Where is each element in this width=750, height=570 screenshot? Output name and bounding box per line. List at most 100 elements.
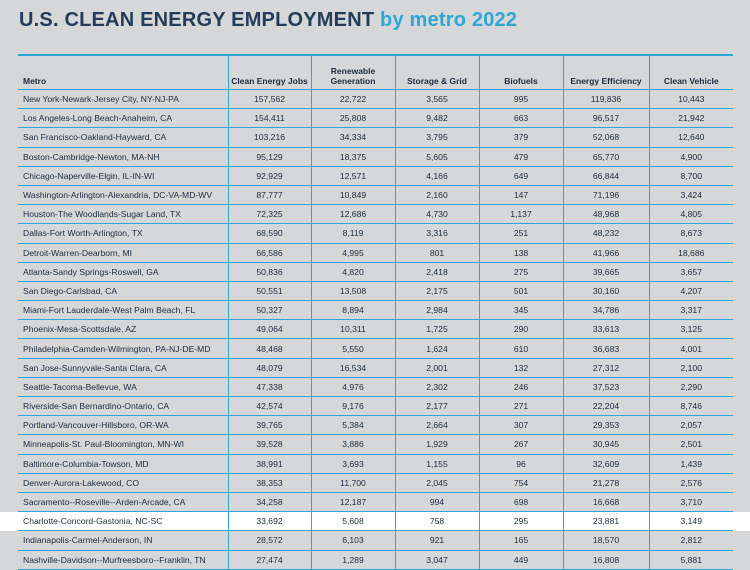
title-main: U.S. CLEAN ENERGY EMPLOYMENT	[19, 9, 375, 31]
cell-clean-energy-jobs: 28,572	[227, 530, 311, 551]
cell-metro: San Jose-Sunnyvale-Santa Clara, CA	[18, 358, 228, 378]
table-row: Atlanta-Sandy Springs-Roswell, GA 50,836 4…	[18, 262, 733, 282]
page-title: U.S. CLEAN ENERGY EMPLOYMENT by metro 20…	[19, 9, 517, 32]
cell-energy-efficiency: 96,517	[562, 108, 649, 129]
cell-metro: Seattle-Tacoma-Bellevue, WA	[18, 377, 228, 398]
cell-energy-efficiency: 30,945	[562, 434, 649, 455]
cell-biofuels: 147	[478, 185, 563, 206]
table-body: New York-Newark-Jersey City, NY-NJ-PA 157…	[18, 89, 733, 570]
column-header-metro: Metro	[18, 56, 228, 90]
cell-biofuels: 501	[478, 281, 563, 302]
cell-metro: Riverside-San Bernardino-Ontario, CA	[18, 396, 228, 417]
cell-energy-efficiency: 30,160	[562, 281, 649, 302]
cell-biofuels: 1,137	[478, 204, 563, 225]
cell-renewable-generation: 8,894	[310, 300, 395, 321]
cell-biofuels: 479	[478, 147, 563, 167]
cell-biofuels: 995	[478, 89, 563, 110]
cell-energy-efficiency: 119,836	[562, 89, 649, 110]
cell-renewable-generation: 5,384	[310, 415, 395, 436]
cell-biofuels: 698	[478, 492, 563, 513]
cell-metro: San Diego-Carlsbad, CA	[18, 281, 228, 302]
cell-metro: Miami-Fort Lauderdale-West Palm Beach, F…	[18, 300, 228, 321]
cell-clean-energy-jobs: 87,777	[227, 185, 311, 206]
cell-renewable-generation: 12,571	[310, 166, 395, 186]
cell-metro: Denver-Aurora-Lakewood, CO	[18, 473, 228, 493]
employment-table-container: Metro Clean Energy Jobs Renewable Generati…	[18, 54, 733, 570]
cell-renewable-generation: 10,849	[310, 185, 395, 206]
cell-storage-grid: 758	[394, 511, 479, 532]
cell-clean-energy-jobs: 72,325	[227, 204, 311, 225]
cell-biofuels: 449	[478, 550, 563, 570]
cell-storage-grid: 2,045	[394, 473, 479, 493]
cell-renewable-generation: 13,508	[310, 281, 395, 302]
cell-clean-vehicle: 4,207	[648, 281, 733, 302]
cell-clean-vehicle: 3,710	[648, 492, 733, 513]
cell-renewable-generation: 3,693	[310, 454, 395, 474]
cell-renewable-generation: 5,550	[310, 338, 395, 359]
cell-clean-vehicle: 21,942	[648, 108, 733, 129]
cell-energy-efficiency: 52,068	[562, 127, 649, 148]
cell-renewable-generation: 11,700	[310, 473, 395, 493]
cell-clean-energy-jobs: 50,327	[227, 300, 311, 321]
cell-energy-efficiency: 16,808	[562, 550, 649, 570]
table-header-row: Metro Clean Energy Jobs Renewable Generati…	[18, 56, 733, 90]
cell-biofuels: 138	[478, 243, 563, 263]
cell-renewable-generation: 1,289	[310, 550, 395, 570]
cell-energy-efficiency: 16,668	[562, 492, 649, 513]
column-header-storage-grid: Storage & Grid	[394, 56, 479, 90]
cell-renewable-generation: 4,820	[310, 262, 395, 282]
cell-clean-energy-jobs: 33,692	[227, 511, 311, 532]
cell-clean-energy-jobs: 34,258	[227, 492, 311, 513]
cell-clean-vehicle: 18,686	[648, 243, 733, 263]
cell-energy-efficiency: 23,881	[562, 511, 649, 532]
cell-clean-vehicle: 12,640	[648, 127, 733, 148]
cell-storage-grid: 2,984	[394, 300, 479, 321]
cell-storage-grid: 3,565	[394, 89, 479, 110]
cell-biofuels: 295	[478, 511, 563, 532]
cell-renewable-generation: 4,995	[310, 243, 395, 263]
cell-metro: Boston-Cambridge-Newton, MA-NH	[18, 147, 228, 167]
cell-storage-grid: 2,160	[394, 185, 479, 206]
cell-clean-energy-jobs: 49,064	[227, 319, 311, 340]
table-row: Portland-Vancouver-Hillsboro, OR-WA 39,76…	[18, 415, 733, 436]
cell-clean-energy-jobs: 66,586	[227, 243, 311, 263]
cell-clean-energy-jobs: 38,353	[227, 473, 311, 493]
cell-biofuels: 246	[478, 377, 563, 398]
cell-biofuels: 290	[478, 319, 563, 340]
table-row: Phoenix-Mesa-Scottsdale, AZ 49,064 10,311 1…	[18, 319, 733, 340]
cell-storage-grid: 4,166	[394, 166, 479, 186]
cell-metro: Atlanta-Sandy Springs-Roswell, GA	[18, 262, 228, 282]
cell-renewable-generation: 12,686	[310, 204, 395, 225]
cell-metro: Washington-Arlington-Alexandria, DC-VA-M…	[18, 185, 228, 206]
cell-metro: Sacramento--Roseville--Arden-Arcade, CA	[18, 492, 228, 513]
cell-energy-efficiency: 36,683	[562, 338, 649, 359]
cell-clean-vehicle: 3,149	[648, 511, 733, 532]
cell-clean-vehicle: 2,290	[648, 377, 733, 398]
cell-renewable-generation: 5,608	[310, 511, 395, 532]
cell-clean-vehicle: 2,057	[648, 415, 733, 436]
cell-biofuels: 754	[478, 473, 563, 493]
cell-storage-grid: 1,624	[394, 338, 479, 359]
cell-clean-vehicle: 2,501	[648, 434, 733, 455]
cell-energy-efficiency: 18,570	[562, 530, 649, 551]
title-subtitle: by metro 2022	[380, 9, 518, 31]
cell-metro: Houston-The Woodlands-Sugar Land, TX	[18, 204, 228, 225]
cell-energy-efficiency: 21,278	[562, 473, 649, 493]
cell-energy-efficiency: 27,312	[562, 358, 649, 378]
cell-storage-grid: 1,929	[394, 434, 479, 455]
cell-metro: Dallas-Fort Worth-Arlington, TX	[18, 223, 228, 244]
cell-clean-energy-jobs: 95,129	[227, 147, 311, 167]
cell-biofuels: 307	[478, 415, 563, 436]
cell-storage-grid: 2,001	[394, 358, 479, 378]
table-row: Nashville-Davidson--Murfreesboro--Frankl…	[18, 550, 733, 570]
employment-table: Metro Clean Energy Jobs Renewable Generati…	[18, 56, 733, 570]
cell-clean-energy-jobs: 103,216	[227, 127, 311, 148]
cell-metro: Philadelphia-Camden-Wilmington, PA-NJ-DE…	[18, 338, 228, 359]
cell-renewable-generation: 25,808	[310, 108, 395, 129]
cell-metro: Minneapolis-St. Paul-Bloomington, MN-WI	[18, 434, 228, 455]
table-row: Boston-Cambridge-Newton, MA-NH 95,129 18,3…	[18, 147, 733, 167]
cell-storage-grid: 2,177	[394, 396, 479, 417]
cell-energy-efficiency: 48,968	[562, 204, 649, 225]
cell-metro: Phoenix-Mesa-Scottsdale, AZ	[18, 319, 228, 340]
cell-clean-energy-jobs: 48,079	[227, 358, 311, 378]
